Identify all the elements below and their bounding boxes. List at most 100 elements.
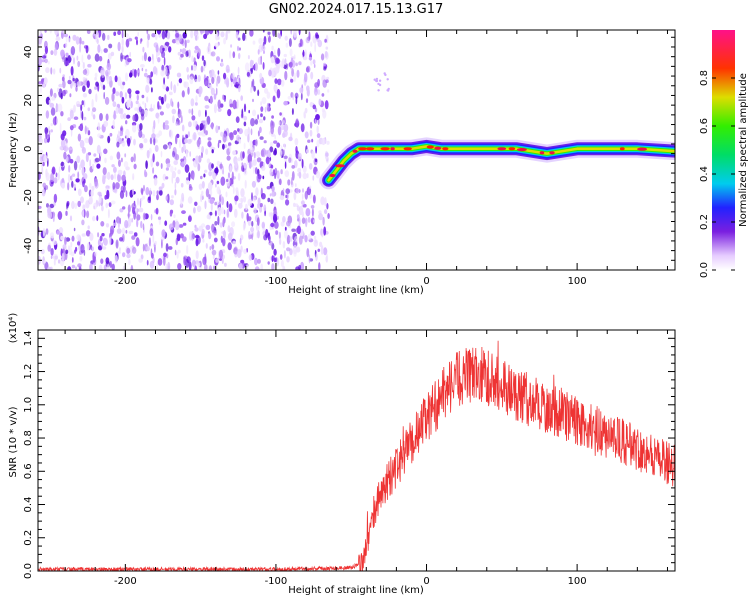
noise-speck bbox=[286, 234, 291, 245]
noise-speck bbox=[96, 215, 99, 222]
noise-speck bbox=[125, 72, 128, 82]
noise-speck bbox=[237, 66, 240, 75]
noise-speck bbox=[165, 176, 169, 180]
noise-speck bbox=[182, 143, 186, 153]
noise-speck bbox=[77, 200, 81, 208]
noise-speck bbox=[250, 118, 255, 127]
noise-speck bbox=[100, 221, 105, 227]
noise-speck bbox=[280, 123, 285, 131]
noise-speck bbox=[192, 64, 197, 72]
noise-speck bbox=[53, 68, 56, 75]
noise-speck bbox=[122, 252, 126, 258]
noise-speck bbox=[64, 236, 67, 246]
noise-speck bbox=[246, 71, 250, 77]
noise-speck bbox=[229, 165, 232, 173]
noise-speck bbox=[70, 251, 75, 257]
noise-speck bbox=[317, 78, 320, 87]
noise-speck bbox=[215, 258, 219, 263]
noise-speck bbox=[102, 167, 107, 176]
noise-speck bbox=[191, 134, 194, 140]
noise-speck bbox=[73, 104, 76, 113]
noise-speck bbox=[134, 36, 138, 40]
noise-speck bbox=[190, 233, 194, 241]
noise-speck bbox=[177, 263, 182, 270]
noise-speck bbox=[253, 166, 255, 175]
noise-speck bbox=[184, 138, 188, 144]
noise-speck bbox=[199, 123, 204, 131]
noise-speck bbox=[77, 60, 81, 68]
noise-speck bbox=[284, 70, 288, 81]
noise-speck bbox=[182, 222, 187, 226]
noise-speck bbox=[194, 102, 198, 106]
noise-speck bbox=[165, 167, 169, 171]
noise-speck bbox=[45, 185, 49, 190]
noise-speck bbox=[133, 69, 137, 78]
noise-speck bbox=[248, 254, 253, 261]
noise-speck bbox=[55, 117, 58, 125]
noise-speck bbox=[269, 141, 274, 147]
noise-speck bbox=[275, 230, 279, 235]
noise-speck bbox=[223, 230, 226, 239]
noise-speck bbox=[67, 79, 72, 85]
noise-speck bbox=[120, 157, 123, 163]
noise-speck bbox=[211, 249, 217, 256]
noise-speck bbox=[131, 217, 133, 223]
noise-speck bbox=[302, 165, 307, 173]
noise-speck bbox=[168, 46, 172, 53]
noise-speck bbox=[308, 163, 313, 170]
ridge-peak bbox=[516, 148, 527, 152]
noise-speck bbox=[94, 181, 99, 189]
noise-speck bbox=[143, 138, 148, 144]
noise-speck bbox=[101, 246, 107, 250]
noise-speck bbox=[43, 137, 48, 144]
noise-speck bbox=[283, 230, 288, 239]
noise-speck bbox=[242, 167, 245, 172]
noise-speck bbox=[225, 191, 228, 198]
noise-speck bbox=[198, 183, 203, 190]
noise-speck bbox=[75, 246, 78, 252]
noise-speck bbox=[247, 133, 250, 143]
noise-speck bbox=[81, 167, 85, 176]
noise-speck bbox=[106, 77, 110, 85]
noise-speck bbox=[293, 202, 296, 207]
noise-speck bbox=[89, 159, 92, 168]
noise-speck bbox=[61, 30, 64, 33]
noise-speck bbox=[195, 250, 199, 260]
noise-speck bbox=[154, 144, 159, 153]
noise-speck bbox=[127, 211, 130, 220]
noise-speck bbox=[82, 61, 85, 70]
snr-ticks: -200 -100 0 100 0.0 0.2 0.4 0.6 0.8 1.0 1.2 1.4 bbox=[23, 329, 675, 587]
noise-speck bbox=[324, 100, 329, 110]
noise-speck bbox=[274, 134, 277, 140]
noise-speck bbox=[267, 261, 270, 265]
noise-speck bbox=[68, 165, 71, 173]
noise-speck bbox=[277, 78, 282, 86]
noise-speck bbox=[176, 233, 181, 242]
noise-speck bbox=[85, 230, 91, 237]
noise-speck bbox=[267, 31, 271, 35]
noise-speck bbox=[240, 259, 245, 264]
noise-speck bbox=[195, 155, 200, 165]
noise-speck bbox=[233, 246, 239, 255]
noise-speck bbox=[298, 171, 302, 179]
noise-speck bbox=[115, 107, 119, 114]
noise-speck bbox=[175, 176, 180, 184]
noise-speck bbox=[131, 121, 137, 126]
noise-speck bbox=[301, 193, 304, 200]
noise-speck bbox=[186, 39, 190, 44]
noise-speck bbox=[169, 199, 174, 206]
noise-speck bbox=[153, 120, 156, 130]
noise-speck bbox=[75, 178, 80, 183]
noise-speck bbox=[161, 182, 165, 189]
noise-speck bbox=[69, 109, 74, 119]
noise-speck bbox=[290, 30, 292, 35]
noise-speck bbox=[102, 84, 106, 91]
noise-speck bbox=[57, 259, 61, 264]
noise-speck bbox=[77, 133, 82, 142]
noise-speck bbox=[311, 150, 315, 159]
noise-speck bbox=[227, 172, 231, 179]
noise-speck bbox=[41, 189, 46, 197]
noise-speck bbox=[143, 184, 145, 192]
noise-speck bbox=[171, 101, 174, 108]
noise-speck bbox=[157, 216, 162, 220]
